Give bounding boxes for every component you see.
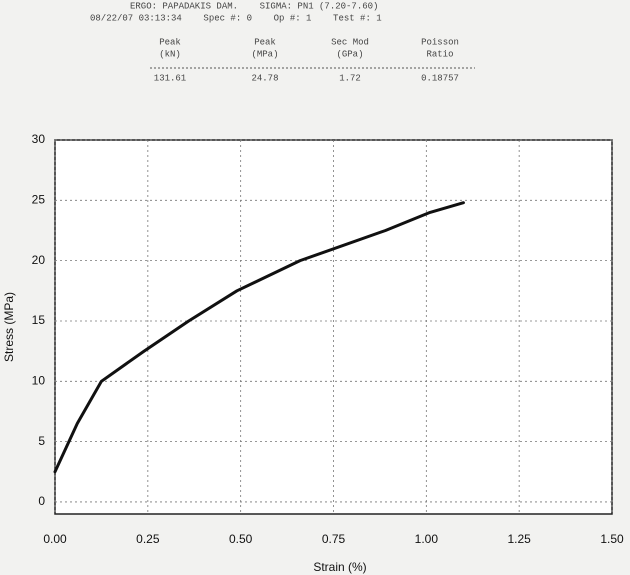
table-header: Sec Mod (331, 37, 369, 47)
x-tick-label: 0.75 (322, 532, 346, 546)
x-tick-label: 1.00 (415, 532, 439, 546)
y-tick-label: 5 (38, 434, 45, 448)
y-tick-label: 20 (32, 253, 46, 267)
x-tick-label: 0.00 (43, 532, 67, 546)
x-tick-label: 1.25 (507, 532, 531, 546)
y-tick-label: 15 (32, 313, 46, 327)
table-header: Ratio (426, 49, 453, 59)
table-value: 131.61 (154, 73, 186, 83)
x-tick-label: 0.50 (229, 532, 253, 546)
table-value: 0.18757 (421, 73, 459, 83)
y-tick-label: 10 (32, 373, 46, 387)
x-axis-label: Strain (%) (313, 560, 366, 574)
y-axis-label: Stress (MPa) (2, 292, 16, 362)
header-line: 08/22/07 03:13:34 Spec #: 0 Op #: 1 Test… (90, 13, 382, 23)
table-header: Peak (254, 37, 276, 47)
table-header: Peak (159, 37, 181, 47)
table-value: 24.78 (251, 73, 278, 83)
header-line: ERGO: PAPADAKIS DAM. SIGMA: PN1 (7.20-7.… (130, 1, 378, 11)
table-header: (MPa) (251, 49, 278, 59)
data-line (53, 201, 465, 474)
y-tick-label: 25 (32, 192, 46, 206)
table-value: 1.72 (339, 73, 361, 83)
table-header: (GPa) (336, 49, 363, 59)
x-tick-label: 0.25 (136, 532, 160, 546)
y-tick-label: 0 (38, 494, 45, 508)
table-header: Poisson (421, 37, 459, 47)
x-tick-label: 1.50 (600, 532, 624, 546)
y-tick-label: 30 (32, 132, 46, 146)
table-header: (kN) (159, 49, 181, 59)
